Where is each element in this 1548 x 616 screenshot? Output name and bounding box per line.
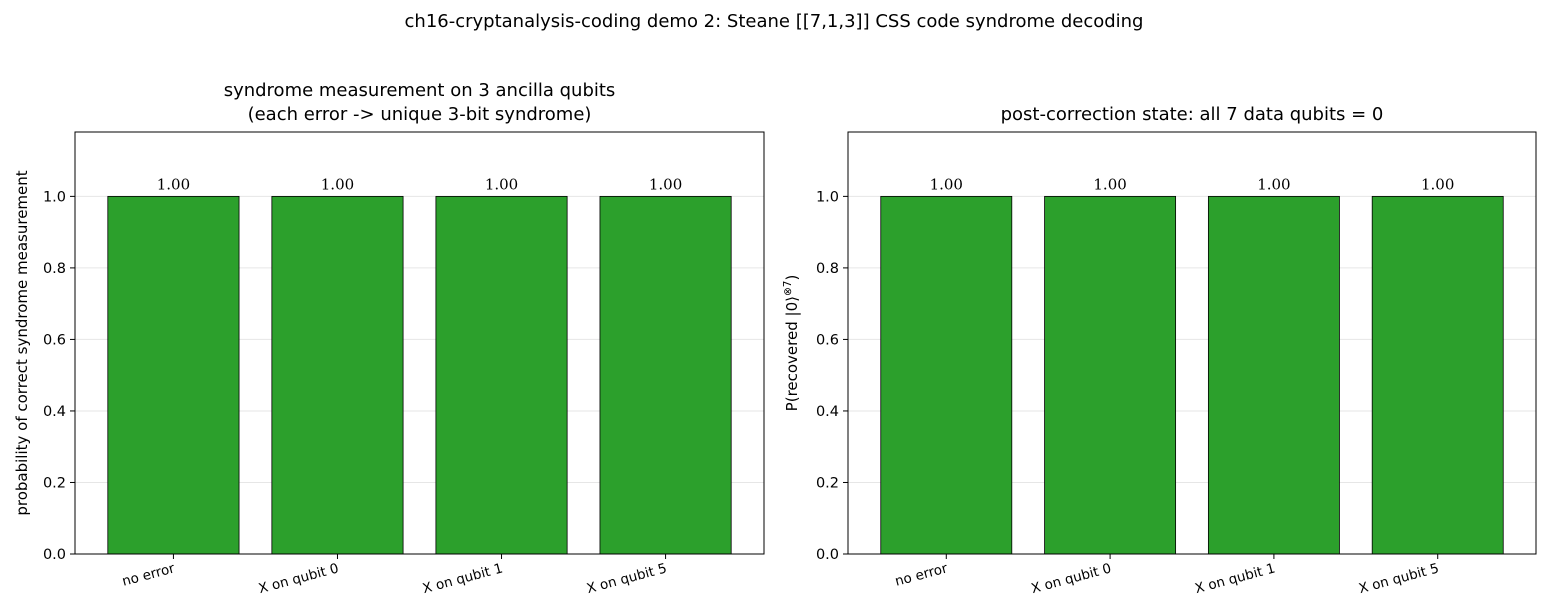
bar: [271, 195, 404, 555]
bar: [107, 195, 240, 555]
panel-title: syndrome measurement on 3 ancilla qubits: [224, 80, 616, 101]
bar-data-label: 1.00: [157, 175, 190, 193]
bar-data-label: 1.00: [649, 175, 682, 193]
y-tick-label: 0.4: [816, 404, 839, 420]
x-tick-label: X on qubit 5: [1357, 560, 1441, 597]
bar-data-label: 1.00: [1421, 175, 1454, 193]
bar-data-label: 1.00: [1257, 175, 1290, 193]
y-tick-label: 1.0: [816, 189, 839, 205]
bar: [1207, 195, 1340, 555]
y-tick-label: 1.0: [43, 189, 66, 205]
y-tick-label: 0.0: [816, 547, 839, 563]
bar: [1044, 195, 1177, 555]
panel-post-correction: 1.00 1.00 1.00 1.00 0.0 0.2 0.4 0.6 0.8 1.0 no err…: [782, 104, 1537, 597]
axes-frame: [847, 131, 1537, 555]
x-tick-label: X on qubit 5: [585, 560, 669, 597]
y-tick-label: 0.8: [43, 261, 66, 277]
axes-frame: [74, 131, 765, 555]
bar-data-label: 1.00: [321, 175, 354, 193]
bar-data-label: 1.00: [930, 175, 963, 193]
bar: [435, 195, 568, 555]
bar: [880, 195, 1013, 555]
panel-title: (each error -> unique 3-bit syndrome): [248, 104, 592, 125]
bar-data-label: 1.00: [1093, 175, 1126, 193]
x-tick-label: no error: [120, 560, 177, 589]
y-tick-label: 0.8: [816, 261, 839, 277]
figure-suptitle: ch16-cryptanalysis-coding demo 2: Steane…: [405, 11, 1144, 32]
y-tick-label: 0.4: [43, 404, 66, 420]
y-tick-label: 0.0: [43, 547, 66, 563]
y-axis-label: probability of correct syndrome measurem…: [13, 170, 31, 515]
x-tick-label: no error: [893, 560, 950, 589]
x-tick-label: X on qubit 0: [1030, 560, 1114, 597]
x-tick-label: X on qubit 1: [421, 560, 505, 597]
y-tick-label: 0.2: [43, 475, 66, 491]
bar: [1371, 195, 1504, 555]
y-tick-label: 0.2: [816, 475, 839, 491]
panel-title: post-correction state: all 7 data qubits…: [1001, 104, 1384, 125]
y-axis-label: P(recovered |0⟩⊗7): [782, 275, 801, 412]
panel-syndrome-measurement: 1.00 1.00 1.00 1.00 0.0 0.2 0.4 0.6 0.8 1.0 no err…: [13, 80, 765, 597]
x-tick-label: X on qubit 0: [257, 560, 341, 597]
x-tick-label: X on qubit 1: [1193, 560, 1277, 597]
y-tick-label: 0.6: [43, 332, 66, 348]
bar: [599, 195, 732, 555]
bar-data-label: 1.00: [485, 175, 518, 193]
y-tick-label: 0.6: [816, 332, 839, 348]
